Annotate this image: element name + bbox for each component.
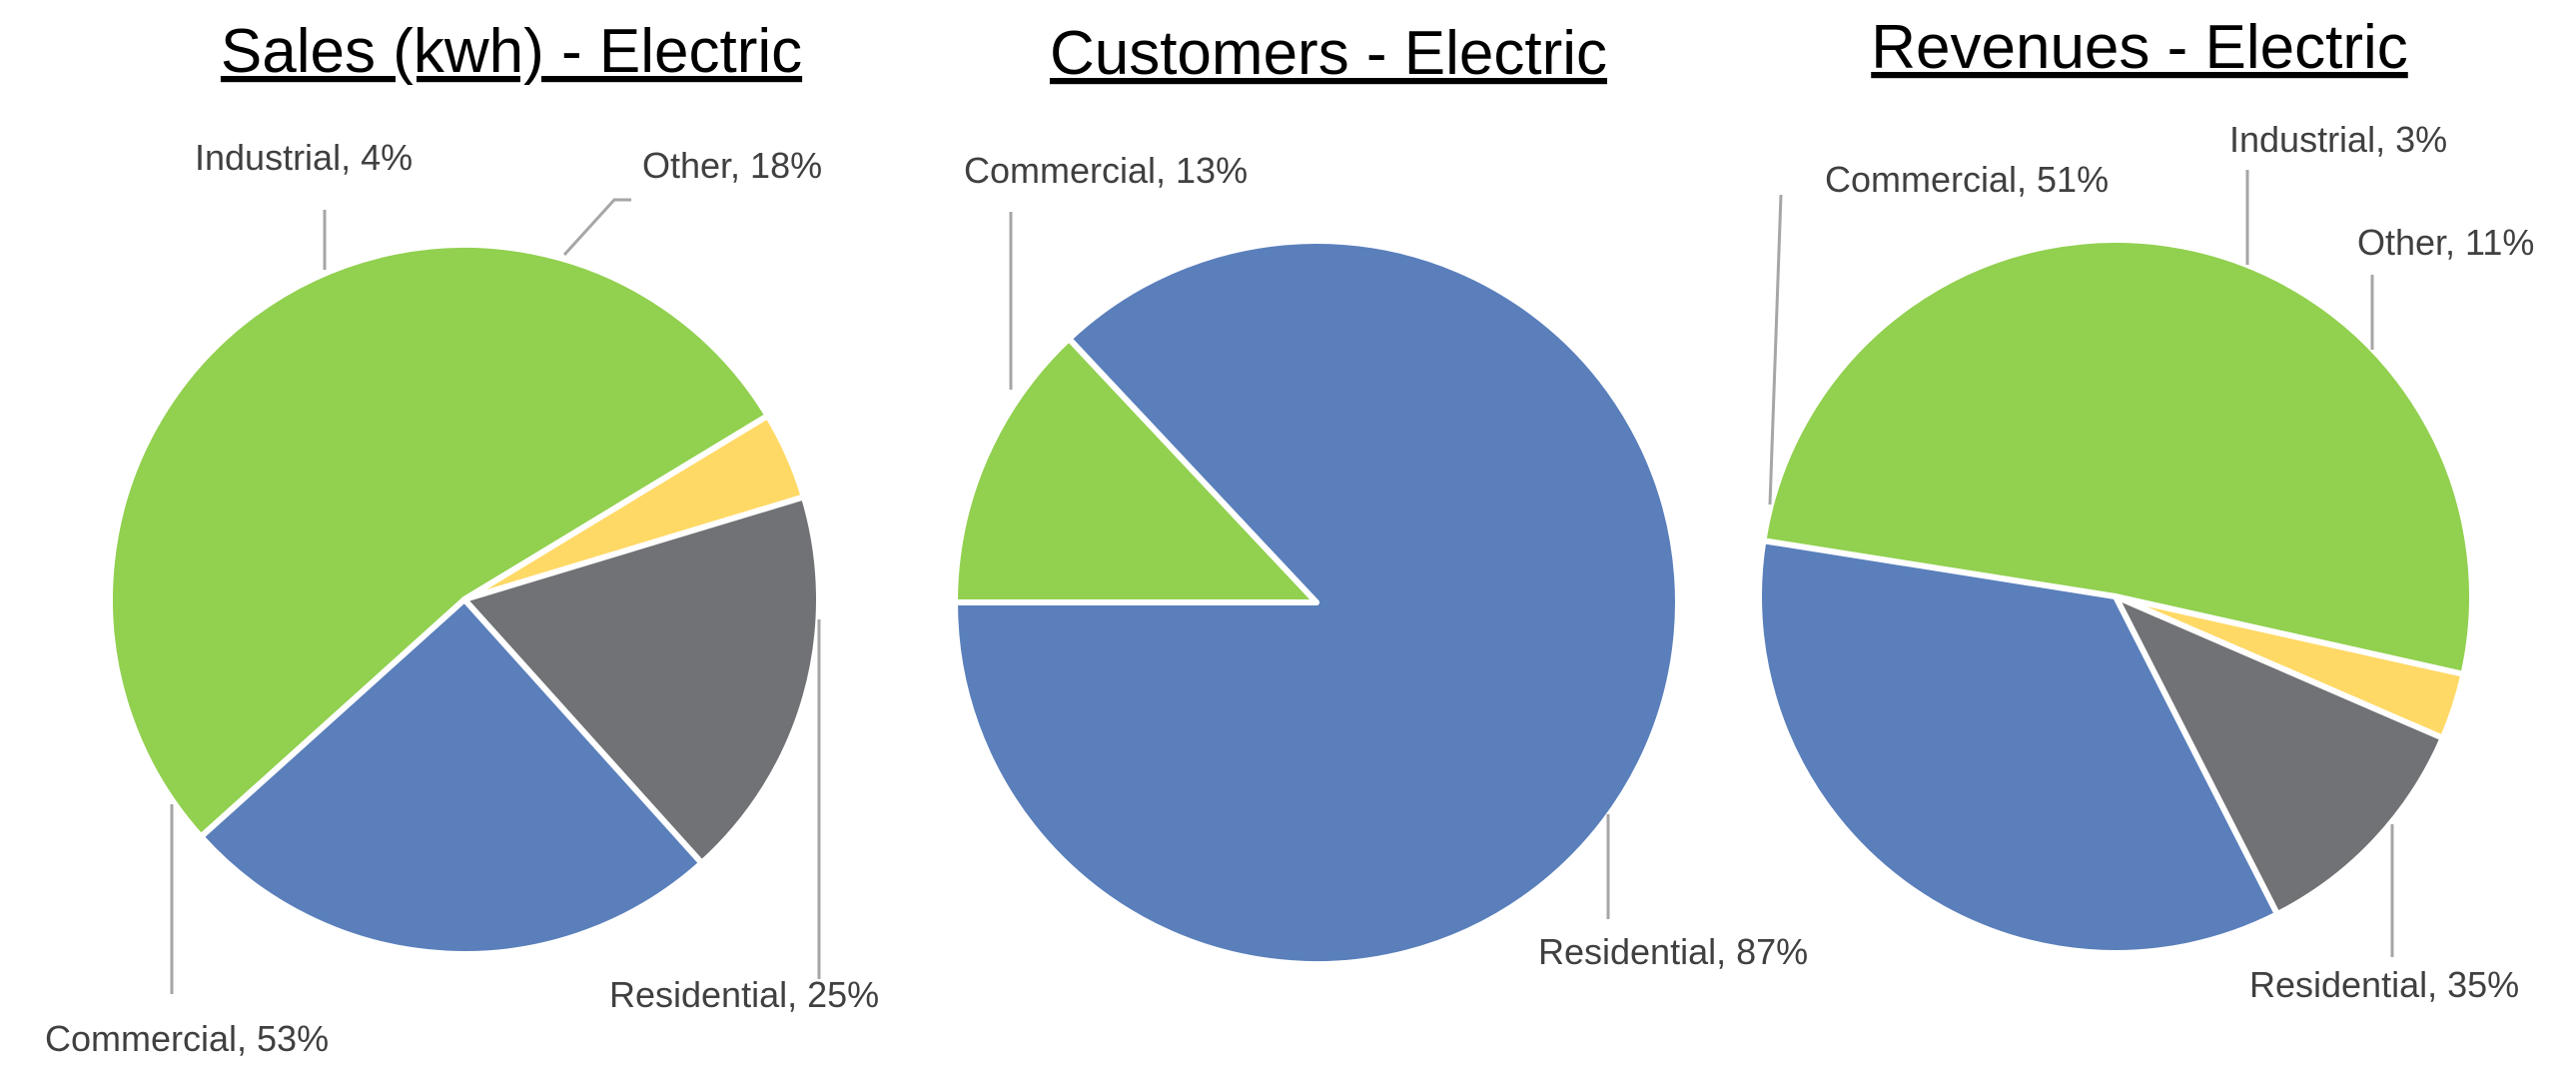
data-label-residential: Residential, 25% [609,974,879,1015]
leader-line [562,198,631,257]
pie-chart-1: Sales (kwh) - Electric Residential, 25% Co… [45,17,879,1059]
slice-residential [198,596,705,957]
chart-title: Sales (kwh) - Electric [221,17,802,86]
pie-chart-2: Customers - Electric Residential, 87% Comm… [952,19,1808,972]
data-label-other: Other, 11% [2357,222,2534,263]
slice-other [461,494,822,866]
data-label-other: Other, 18% [642,145,822,186]
pie-chart-3: Revenues - Electric Residential, 35% Comme… [1756,13,2534,1005]
data-label-residential: Residential, 87% [1538,931,1808,972]
leader-line [1768,194,1783,506]
data-label-commercial: Commercial, 53% [45,1018,329,1059]
slice-commercial [952,336,1319,605]
slice-other [2113,593,2446,918]
data-label-industrial: Industrial, 4% [195,137,413,178]
slice-commercial [1760,236,2476,677]
chart-title: Customers - Electric [1050,19,1607,88]
data-label-commercial: Commercial, 13% [964,150,1248,191]
data-label-commercial: Commercial, 51% [1825,159,2109,200]
data-label-industrial: Industrial, 3% [2229,119,2447,160]
chart-title: Revenues - Electric [1871,13,2408,82]
slice-residential [1756,538,2281,956]
slice-commercial [107,242,771,840]
data-label-residential: Residential, 35% [2249,964,2519,1005]
